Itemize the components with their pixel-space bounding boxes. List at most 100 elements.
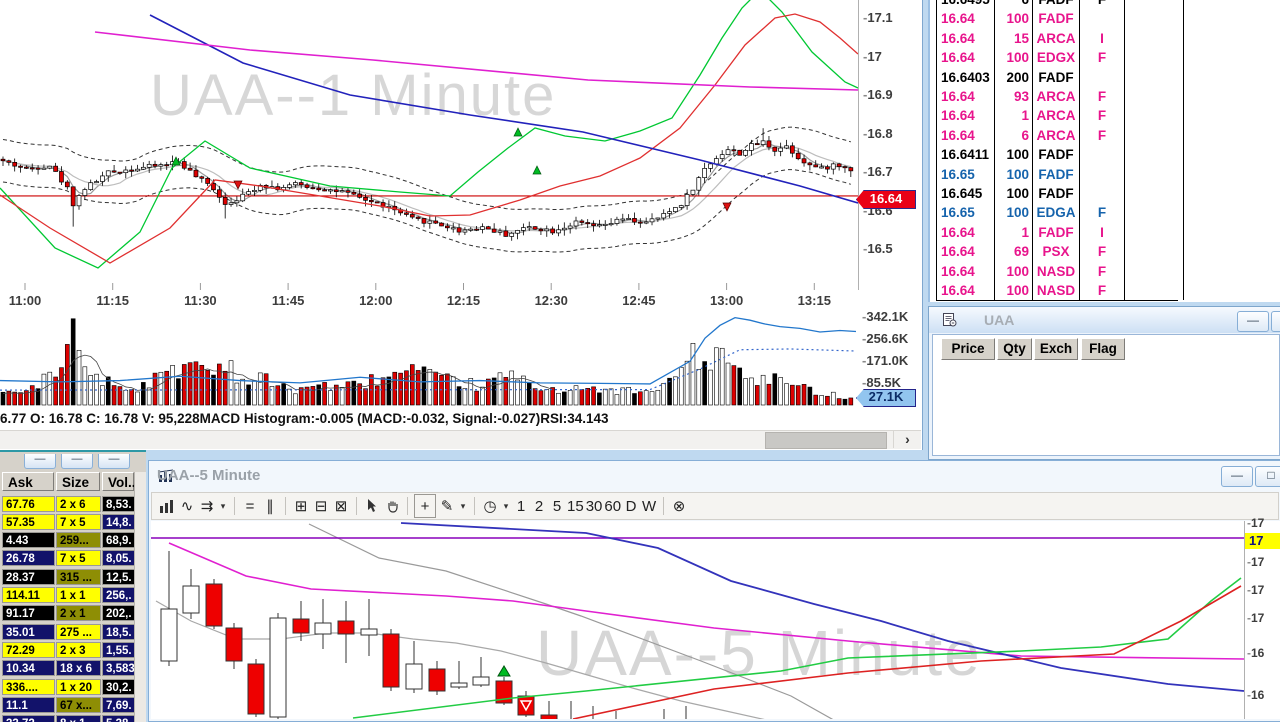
window-title: UAA (984, 312, 1015, 328)
time-tick: 12:45 (622, 293, 656, 308)
close-study-icon[interactable]: ⊗ (672, 498, 686, 515)
ts-price: 16.64 (937, 261, 995, 281)
ts-price: 16.64 (937, 222, 995, 243)
volume-tick: -256.6K (862, 331, 909, 346)
cut-button[interactable]: — (24, 454, 56, 469)
interval-5[interactable]: 5 (552, 497, 562, 515)
scrollbar-thumb[interactable] (765, 432, 887, 449)
ts-flag (1080, 164, 1125, 184)
l2-vol: 14,8. (102, 513, 135, 530)
ts-x (1125, 87, 1184, 107)
ts-price: 16.64 (937, 281, 995, 301)
dropdown-icon[interactable]: ▾ (460, 500, 466, 511)
grid-lines-icon[interactable]: = (245, 497, 255, 515)
cut-button[interactable]: — (61, 454, 93, 469)
interval-15[interactable]: 15 (567, 497, 584, 515)
l2-size: 7 x 5 (56, 550, 101, 567)
l2-size: 1 x 20 (56, 678, 101, 695)
time-tick: 11:30 (184, 293, 217, 308)
window-title: UAA--5 Minute (157, 467, 261, 484)
last-price-marker: 16.64 (856, 190, 916, 209)
time-tick: 13:15 (797, 293, 831, 308)
ts-exch: FADF (1033, 67, 1080, 87)
clock-icon[interactable]: ◷ (483, 498, 497, 515)
ts-price: 16.64 (937, 242, 995, 262)
ts-exch: ARCA (1033, 106, 1080, 126)
ts-row: 16.64 100 EDGX F (937, 48, 1280, 68)
interval-1[interactable]: 1 (516, 497, 526, 515)
l2-row: 114.11 1 x 1 256,. (2, 587, 135, 605)
price-tick: -17 (1247, 516, 1265, 530)
zoom-in-icon[interactable]: ⊞ (294, 498, 308, 515)
time-tick: 11:15 (96, 293, 129, 308)
zoom-out-icon[interactable]: ⊟ (314, 498, 328, 515)
chart-style-icon[interactable] (158, 495, 176, 517)
ts-row: 16.65 100 FADF (937, 164, 1280, 184)
interval-30[interactable]: 30 (585, 497, 603, 515)
interval-60[interactable]: 60 (604, 497, 622, 515)
l2-vol: 202,. (102, 605, 135, 622)
draw-pencil-icon[interactable]: ✎ (440, 498, 454, 515)
column-header-exch[interactable]: Exch (1034, 338, 1078, 360)
time-tick: 12:15 (446, 293, 481, 308)
chart-area: UAA--5 Minute (151, 521, 1244, 719)
ts-x (1125, 203, 1184, 223)
ts-row: 16.64956FADFF (937, 0, 1280, 10)
price-tick: -17 (863, 49, 882, 64)
pan-hand-icon[interactable] (383, 495, 401, 517)
l2-ask: 67.76 (2, 495, 55, 512)
last-volume-marker: 27.1K (856, 389, 916, 407)
zoom-box-icon[interactable]: ⊠ (334, 498, 348, 515)
ts-row: 16.6411 100 FADF (937, 145, 1280, 165)
vertical-scrollbar[interactable] (134, 472, 146, 722)
price-chart-svg (0, 0, 858, 290)
dropdown-icon[interactable]: ▾ (503, 500, 509, 511)
ts-qty: 69 (995, 242, 1033, 262)
scroll-right-arrow[interactable]: › (893, 431, 921, 448)
ts-exch: FADF (1033, 0, 1080, 10)
interval-2[interactable]: 2 (534, 497, 544, 515)
column-header-qty[interactable]: Qty (997, 338, 1032, 360)
cut-button[interactable]: — (98, 454, 130, 469)
l2-size: 2 x 3 (56, 641, 101, 658)
l2-row: 336.... 1 x 20 30,2. (2, 678, 135, 696)
maximize-button[interactable] (1271, 311, 1280, 332)
ts-exch: ARCA (1033, 28, 1080, 49)
ts-flag: F (1080, 261, 1125, 281)
column-header-ask[interactable]: Ask (2, 472, 54, 491)
ts-price: 16.645 (937, 184, 995, 204)
line-style-icon[interactable]: ∿ (180, 498, 194, 515)
l2-ask: 336.... (2, 678, 55, 695)
ts-row: 16.65 100 EDGA F (937, 203, 1280, 223)
compare-icon[interactable]: ⇉ (200, 498, 214, 515)
dropdown-icon[interactable]: ▾ (220, 500, 226, 511)
l2-size: 18 x 6 (56, 660, 101, 677)
ts-exch: EDGX (1033, 48, 1080, 68)
interval-week[interactable]: W (641, 497, 657, 515)
ts-flag: I (1080, 222, 1125, 243)
l2-ask: 26.78 (2, 550, 55, 567)
chart-toolbar: ∿ ⇉ ▾ = ∥ ⊞ ⊟ ⊠ + ✎ ▾ ◷ ▾ 1 2 5 15 30 60 D W ⊗ (151, 492, 1279, 520)
title-bar[interactable]: UAA — (929, 307, 1280, 333)
ts-x (1125, 164, 1184, 184)
column-header-price[interactable]: Price (941, 338, 995, 360)
horizontal-scrollbar[interactable]: › (0, 430, 921, 449)
pointer-icon[interactable] (363, 495, 381, 517)
ts-exch: NASD (1033, 281, 1080, 301)
l2-size: 8 x 1 (56, 715, 101, 722)
column-header-vol[interactable]: Vol.. (102, 472, 136, 491)
l2-size: 67 x... (56, 696, 101, 713)
pause-icon[interactable]: ∥ (266, 498, 274, 515)
ts-exch: FADF (1033, 184, 1080, 204)
toolbar-separator (234, 497, 235, 515)
minimize-button[interactable]: — (1221, 466, 1253, 487)
restore-button[interactable]: □ (1255, 466, 1280, 487)
crosshair-icon[interactable]: + (414, 494, 436, 518)
l2-row: 91.17 2 x 1 202,. (2, 605, 135, 623)
ts-flag: F (1080, 87, 1125, 107)
column-header-flag[interactable]: Flag (1081, 338, 1125, 360)
ts-flag: F (1080, 242, 1125, 262)
column-header-size[interactable]: Size (56, 472, 100, 491)
interval-day[interactable]: D (625, 497, 637, 515)
minimize-button[interactable]: — (1237, 311, 1269, 332)
